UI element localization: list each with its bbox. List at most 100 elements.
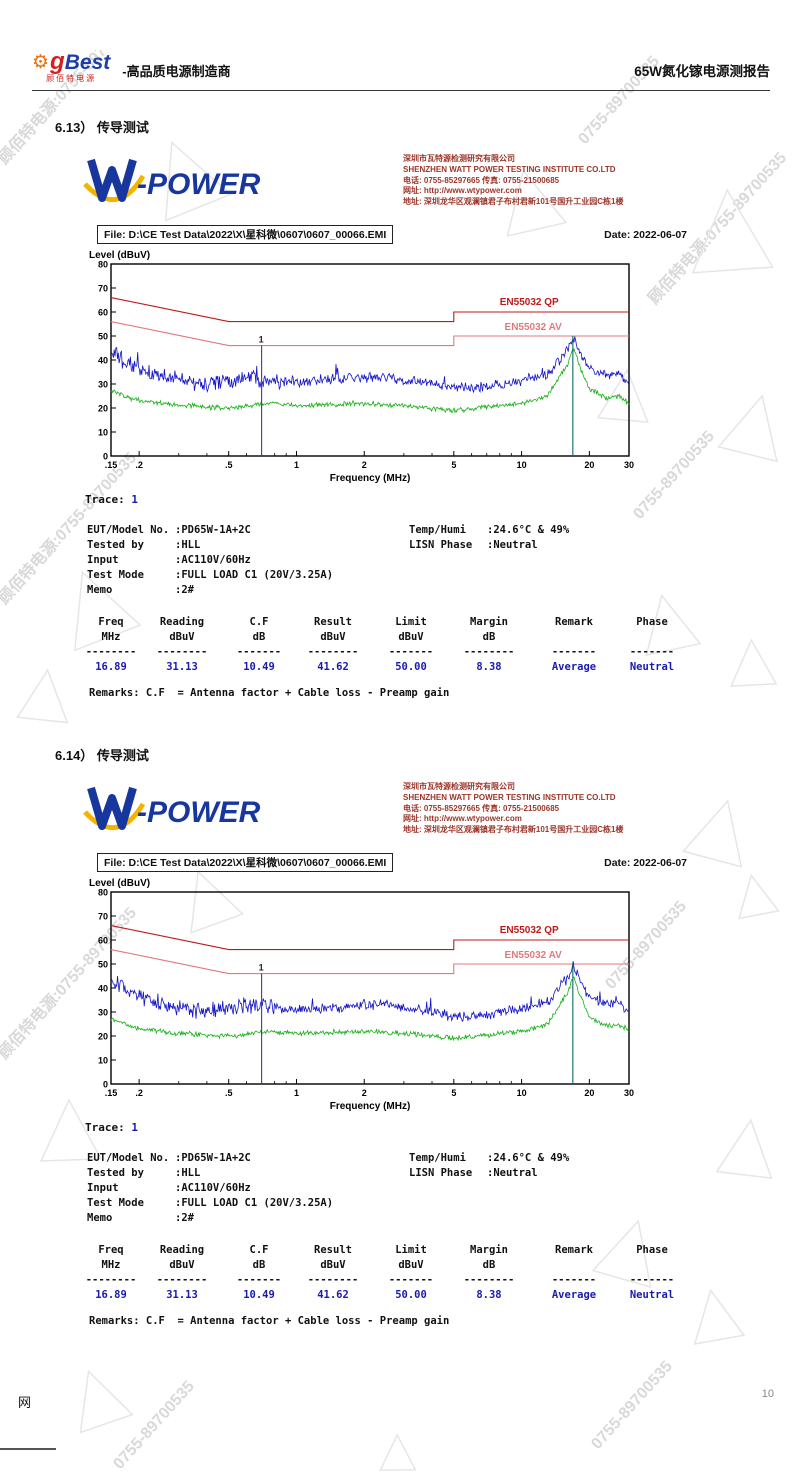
cell: Memo <box>87 584 113 596</box>
cell: -------- <box>156 646 208 658</box>
cell: 50.00 <box>395 1289 427 1301</box>
eut-row: EUT/Model No.:PD65W-1A+2C <box>87 1152 409 1164</box>
svg-text:30: 30 <box>624 1088 634 1098</box>
cell: Neutral <box>629 1289 675 1301</box>
emi-chart: Level (dBuV) 0 10 20 30 40 50 60 70 80 .15 .2 .5 1 2 5 1… <box>89 250 634 484</box>
results-table: Freq Reading C.F Result Limit Margin Remark Pha… <box>83 615 695 675</box>
page-number: 10 <box>761 1388 774 1400</box>
cell: LISN Phase <box>409 1167 473 1179</box>
cell: -------- <box>85 1274 137 1286</box>
svg-text:40: 40 <box>98 984 108 994</box>
svg-text:Level (dBuV): Level (dBuV) <box>89 878 150 889</box>
eut-row: Test Mode :FULL LOAD C1 (20V/3.25A) <box>87 569 409 581</box>
remarks: Remarks: C.F = Antenna factor + Cable lo… <box>89 687 450 699</box>
cell: ------- <box>236 646 282 658</box>
cell: Input <box>87 554 119 566</box>
cell: Average <box>551 1289 597 1301</box>
table-separator-row: -------- -------- ------- -------- ------- --… <box>83 645 695 660</box>
cell <box>619 1258 685 1273</box>
emi-chart: Level (dBuV) 0 10 20 30 40 50 60 70 80 .15 .2 .5 1 2 5 1… <box>89 878 634 1112</box>
cell <box>619 630 685 645</box>
svg-text:80: 80 <box>98 260 108 270</box>
svg-text:20: 20 <box>584 460 594 470</box>
company-address: 地址: 深圳龙华区观澜镇君子布村君新101号国升工业园C栋1楼 <box>403 197 624 207</box>
cell: -------- <box>156 1274 208 1286</box>
cell: :24.6°C & 49% <box>487 524 570 536</box>
cell: Reading <box>159 1244 205 1256</box>
cell: C.F <box>249 616 269 628</box>
cell: Input <box>87 1182 119 1194</box>
svg-text:.2: .2 <box>135 460 143 470</box>
cell: :HLL <box>175 1167 201 1179</box>
cell: -------- <box>85 646 137 658</box>
svg-text:10: 10 <box>517 1088 527 1098</box>
svg-text:2: 2 <box>362 460 367 470</box>
cell: Margin <box>470 616 508 628</box>
eut-info: EUT/Model No.:PD65W-1A+2C Tested by:HLL … <box>83 1152 695 1227</box>
svg-text:2: 2 <box>362 1088 367 1098</box>
svg-text:0755-89700535: 0755-89700535 <box>588 1358 676 1453</box>
svg-text:10: 10 <box>517 460 527 470</box>
cell: :AC110V/60Hz <box>175 1182 251 1194</box>
test-report: -POWER 深圳市瓦特源检测研究有限公司 SHENZHEN WATT POWE… <box>83 152 695 699</box>
cell: ------- <box>629 1274 675 1286</box>
cell: dBuV <box>320 631 346 643</box>
company-name-en: SHENZHEN WATT POWER TESTING INSTITUTE CO… <box>403 792 616 802</box>
cell: -------- <box>307 646 359 658</box>
cell: :FULL LOAD C1 (20V/3.25A) <box>175 569 334 581</box>
cell: Tested by <box>87 539 144 551</box>
wpower-logo-text: -POWER <box>137 796 261 829</box>
svg-text:20: 20 <box>98 404 108 414</box>
cell: dBuV <box>169 1259 195 1271</box>
cell: Remark <box>555 1244 593 1256</box>
cell: :24.6°C & 49% <box>487 1152 570 1164</box>
logo-subtitle: 顾佰特电源 <box>46 74 97 83</box>
cell: C.F <box>249 1244 269 1256</box>
eut-row: LISN Phase:Neutral <box>409 539 695 551</box>
svg-text:20: 20 <box>98 1032 108 1042</box>
cell: MHz <box>101 631 121 643</box>
svg-text:5: 5 <box>451 1088 456 1098</box>
wpower-logo: -POWER <box>83 780 283 841</box>
cell: :2# <box>175 584 194 596</box>
svg-text:0755-89700535: 0755-89700535 <box>110 1378 198 1472</box>
cell: 31.13 <box>166 1289 198 1301</box>
cell: dBuV <box>398 1259 424 1271</box>
company-website: 网址: http://www.wtypower.com <box>403 186 522 196</box>
cell: Test Mode <box>87 569 144 581</box>
cell: 8.38 <box>476 1289 502 1301</box>
section-6-14: 6.14） 传导测试 -POWER 深圳市瓦特源检测研究有限公司 SHENZHE… <box>55 745 755 1327</box>
svg-text:10: 10 <box>98 428 108 438</box>
table-header-row: Freq Reading C.F Result Limit Margin Remark Pha… <box>83 1243 695 1258</box>
report-title: 65W氮化镓电源测报告 <box>634 64 770 79</box>
company-info: 深圳市瓦特源检测研究有限公司 SHENZHEN WATT POWER TESTI… <box>403 154 695 208</box>
section-heading: 6.14） 传导测试 <box>55 748 149 763</box>
company-info: 深圳市瓦特源检测研究有限公司 SHENZHEN WATT POWER TESTI… <box>403 782 695 836</box>
gbest-logo: ⚙ g Best 顾佰特电源 <box>32 50 110 83</box>
eut-row: Temp/Humi:24.6°C & 49% <box>409 524 695 536</box>
logo-letter-g: g <box>50 48 65 75</box>
cell: 41.62 <box>317 661 349 673</box>
svg-text:40: 40 <box>98 356 108 366</box>
test-report: -POWER 深圳市瓦特源检测研究有限公司 SHENZHEN WATT POWE… <box>83 780 695 1327</box>
svg-text:.15: .15 <box>105 1088 118 1098</box>
table-units-row: MHz dBuV dB dBuV dBuV dB <box>83 630 695 645</box>
svg-text:.5: .5 <box>225 460 233 470</box>
company-website: 网址: http://www.wtypower.com <box>403 814 522 824</box>
svg-text:30: 30 <box>624 460 634 470</box>
cell: 31.13 <box>166 661 198 673</box>
company-name-en: SHENZHEN WATT POWER TESTING INSTITUTE CO… <box>403 164 616 174</box>
svg-text:50: 50 <box>98 960 108 970</box>
cell: :HLL <box>175 539 201 551</box>
footer-left-text: 网 <box>18 1395 32 1410</box>
cell: dB <box>252 1259 266 1271</box>
cell: :2# <box>175 1212 194 1224</box>
cell: 10.49 <box>243 661 275 673</box>
company-name-cn: 深圳市瓦特源检测研究有限公司 <box>403 782 515 791</box>
svg-text:EN55032 AV: EN55032 AV <box>505 950 563 961</box>
cell: Result <box>314 616 352 628</box>
cell: Phase <box>636 1244 668 1256</box>
cell: LISN Phase <box>409 539 473 551</box>
eut-row: Input:AC110V/60Hz <box>87 554 409 566</box>
file-path: File: D:\CE Test Data\2022\X\星科微\0607\06… <box>97 225 394 244</box>
